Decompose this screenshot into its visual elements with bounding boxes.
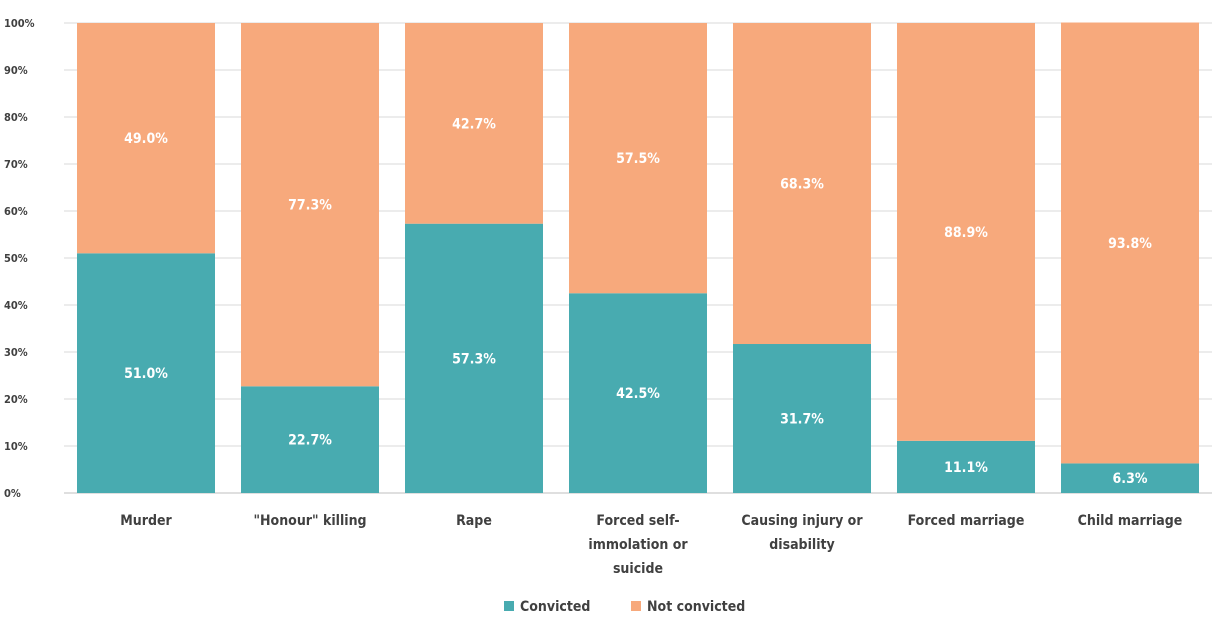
x-category-label: Forced self-immolation or suicide bbox=[588, 513, 688, 577]
legend-swatch bbox=[504, 601, 514, 611]
x-category-label: Rape bbox=[456, 513, 492, 529]
bar-convicted bbox=[1061, 463, 1199, 493]
bar-not-convicted bbox=[897, 23, 1035, 441]
bar-convicted bbox=[569, 293, 707, 493]
bar-convicted bbox=[405, 223, 543, 493]
y-tick-label: 20% bbox=[4, 393, 28, 406]
data-label: 31.7% bbox=[780, 412, 824, 428]
y-tick-label: 30% bbox=[4, 346, 28, 359]
x-category-label: Causing injury or disability bbox=[741, 513, 863, 553]
data-label: 68.3% bbox=[780, 177, 824, 193]
data-label: 77.3% bbox=[288, 198, 332, 214]
bar-not-convicted bbox=[405, 23, 543, 224]
bar-not-convicted bbox=[569, 23, 707, 294]
data-label: 42.5% bbox=[616, 386, 660, 402]
x-category-label: Forced marriage bbox=[908, 513, 1025, 529]
y-tick-label: 100% bbox=[4, 17, 35, 30]
data-label: 42.7% bbox=[452, 116, 496, 132]
x-axis-category-labels: Murder "Honour" killing Rape Forced self-im… bbox=[120, 513, 1182, 577]
legend-item-not-convicted: Not convicted bbox=[631, 599, 745, 615]
x-category-label: Child marriage bbox=[1078, 513, 1183, 529]
y-tick-label: 40% bbox=[4, 299, 28, 312]
y-tick-label: 80% bbox=[4, 111, 28, 124]
legend-item-convicted: Convicted bbox=[504, 599, 590, 615]
bar-convicted bbox=[733, 344, 871, 493]
y-tick-label: 10% bbox=[4, 440, 28, 453]
legend-label: Convicted bbox=[520, 599, 590, 615]
y-tick-label: 0% bbox=[4, 487, 21, 500]
data-label: 51.0% bbox=[124, 366, 168, 382]
y-axis-tick-labels: 0% 10% 20% 30% 40% 50% 60% 70% 80% 90% 100% bbox=[4, 17, 35, 500]
bar-convicted bbox=[897, 440, 1035, 493]
data-label: 11.1% bbox=[944, 460, 988, 476]
y-tick-label: 60% bbox=[4, 205, 28, 218]
bar-convicted bbox=[77, 253, 215, 493]
y-tick-label: 50% bbox=[4, 252, 28, 265]
data-label: 6.3% bbox=[1113, 471, 1148, 487]
bar-not-convicted bbox=[1061, 22, 1199, 464]
data-labels: 51.0% 49.0% 22.7% 77.3% 57.3% 42.7% 42.5% 57.5%… bbox=[124, 116, 1152, 487]
y-tick-label: 90% bbox=[4, 64, 28, 77]
legend-label: Not convicted bbox=[647, 599, 745, 615]
data-label: 57.3% bbox=[452, 351, 496, 367]
bar-not-convicted bbox=[733, 23, 871, 345]
data-label: 57.5% bbox=[616, 151, 660, 167]
data-label: 49.0% bbox=[124, 131, 168, 147]
bar-not-convicted bbox=[241, 23, 379, 387]
data-label: 22.7% bbox=[288, 433, 332, 449]
legend-swatch bbox=[631, 601, 641, 611]
bar-convicted bbox=[241, 386, 379, 493]
bar-not-convicted bbox=[77, 23, 215, 254]
data-label: 88.9% bbox=[944, 225, 988, 241]
legend: Convicted Not convicted bbox=[504, 599, 745, 615]
x-category-label: Murder bbox=[120, 513, 172, 529]
y-tick-label: 70% bbox=[4, 158, 28, 171]
x-category-label: "Honour" killing bbox=[253, 513, 366, 529]
bars bbox=[77, 22, 1199, 493]
data-label: 93.8% bbox=[1108, 236, 1152, 252]
